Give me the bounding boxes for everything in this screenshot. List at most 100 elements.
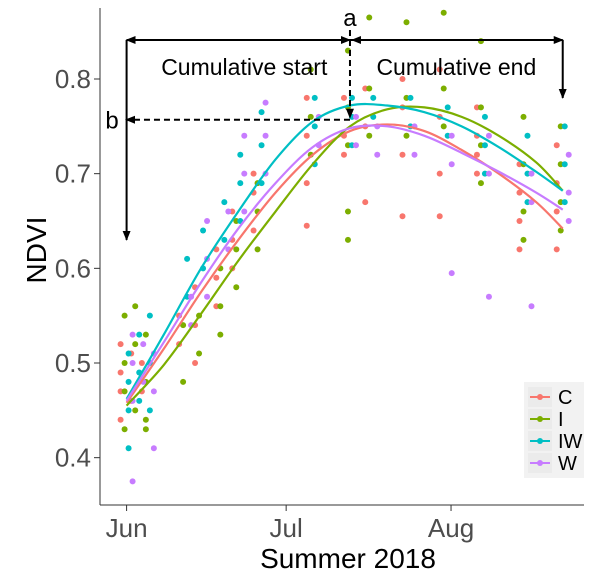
data-point — [340, 151, 347, 158]
data-point — [258, 142, 265, 149]
annotations: a b Cumulative start Cumulative end — [105, 5, 567, 241]
data-point — [520, 236, 527, 243]
data-point — [528, 170, 535, 177]
data-point — [366, 132, 373, 139]
data-point — [192, 360, 199, 366]
data-point — [477, 104, 484, 111]
data-point — [352, 142, 359, 149]
data-point — [561, 123, 568, 130]
data-point — [136, 331, 143, 338]
data-point — [241, 208, 248, 215]
data-point — [311, 123, 318, 130]
legend-label: C — [558, 387, 572, 409]
data-point — [221, 199, 228, 206]
x-tick-label: Aug — [428, 513, 474, 543]
data-point — [262, 99, 269, 106]
data-point — [436, 66, 443, 73]
legend-key-point — [537, 394, 543, 400]
y-tick-label: 0.5 — [55, 348, 91, 378]
data-point — [200, 227, 207, 234]
annotation-a-label: a — [343, 5, 357, 32]
data-point — [129, 360, 136, 366]
data-point — [362, 199, 369, 206]
legend-label: W — [558, 453, 577, 475]
data-point — [561, 199, 568, 206]
data-point — [258, 109, 265, 116]
x-tick-label: Jul — [270, 513, 303, 543]
data-point — [411, 151, 418, 158]
data-point — [180, 322, 187, 329]
data-point — [307, 66, 314, 73]
data-point — [440, 85, 447, 92]
plot-area: 0.4 0.5 0.6 0.7 0.8 Jun Jul Aug — [55, 8, 584, 543]
data-point — [241, 132, 248, 139]
data-point — [448, 132, 455, 139]
data-point — [311, 94, 318, 101]
data-point — [196, 350, 203, 357]
data-point — [233, 246, 240, 253]
series-C-fit-line — [125, 123, 564, 404]
legend-key-point — [537, 416, 543, 422]
data-point — [520, 208, 527, 215]
data-point — [436, 213, 443, 220]
data-point — [565, 218, 572, 224]
data-point — [448, 270, 455, 277]
y-axis-label: NDVI — [21, 217, 52, 284]
data-point — [132, 341, 139, 348]
data-point — [344, 208, 351, 215]
x-axis-label: Summer 2018 — [260, 543, 436, 574]
data-point — [204, 293, 211, 300]
data-point — [553, 208, 560, 215]
data-point — [366, 85, 373, 92]
data-point — [254, 246, 261, 253]
data-point — [237, 180, 244, 187]
data-point — [142, 416, 149, 423]
data-point — [366, 14, 373, 21]
data-point — [444, 104, 451, 111]
data-point — [303, 94, 310, 101]
data-point — [146, 407, 153, 414]
data-point — [407, 94, 414, 101]
data-point — [146, 312, 153, 319]
series-I-fit-line — [125, 105, 564, 407]
data-point — [448, 161, 455, 168]
data-point — [561, 161, 568, 168]
data-point — [262, 132, 269, 139]
data-point — [250, 227, 257, 234]
data-point — [140, 341, 147, 348]
data-point — [481, 113, 488, 120]
data-point — [485, 132, 492, 139]
data-point — [121, 312, 128, 319]
data-point — [150, 445, 157, 452]
data-point — [399, 151, 406, 158]
data-point — [125, 445, 132, 452]
data-point — [250, 170, 257, 177]
data-point — [132, 407, 139, 414]
data-point — [129, 331, 136, 338]
data-point — [477, 180, 484, 187]
cumulative-start-label: Cumulative start — [161, 54, 328, 80]
y-tick-label: 0.8 — [55, 64, 91, 94]
data-point — [217, 303, 224, 310]
data-point — [117, 369, 124, 376]
data-point — [348, 94, 355, 101]
data-point — [225, 208, 232, 215]
annotation-b-label: b — [105, 108, 118, 135]
data-point — [117, 416, 124, 423]
data-point — [440, 9, 447, 16]
data-point — [440, 123, 447, 130]
data-point — [473, 151, 480, 158]
data-point — [180, 378, 187, 385]
data-point — [528, 303, 535, 310]
data-point — [307, 113, 314, 120]
data-point — [129, 478, 136, 485]
y-tick-label: 0.4 — [55, 443, 91, 473]
data-point — [136, 397, 143, 404]
data-point — [121, 426, 128, 433]
data-point — [121, 388, 128, 395]
data-point — [473, 170, 480, 177]
data-point — [344, 236, 351, 243]
cumulative-end-label: Cumulative end — [376, 54, 536, 80]
data-point — [184, 255, 191, 262]
